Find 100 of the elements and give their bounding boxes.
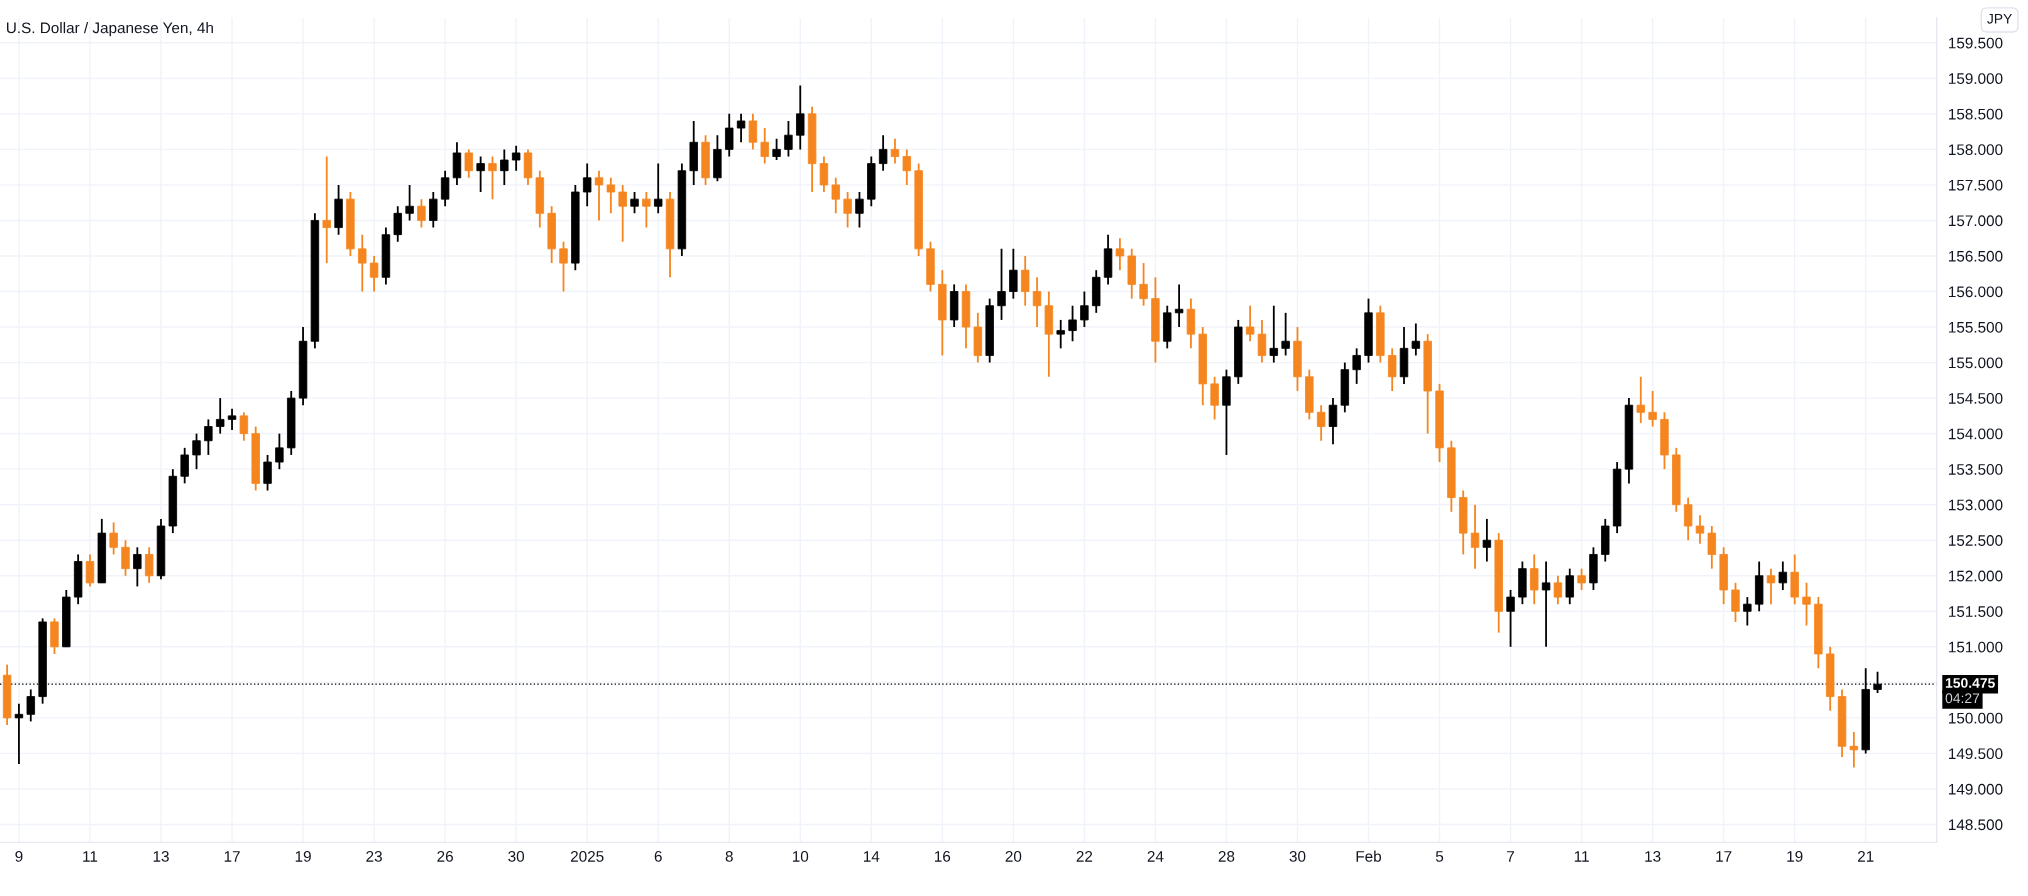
candlestick	[1032, 276, 1042, 328]
candlestick	[1080, 290, 1089, 328]
x-tick-label: 22	[1076, 850, 1093, 862]
y-axis-title: JPY	[1987, 13, 2013, 24]
candlestick	[369, 255, 379, 293]
candlestick	[204, 418, 213, 456]
candlestick	[1506, 589, 1515, 648]
candlestick	[1387, 347, 1397, 392]
x-tick-label: 19	[295, 850, 311, 862]
y-tick-label: 157.000	[1949, 215, 2003, 227]
candlestick	[1707, 525, 1717, 570]
candlestick	[1636, 375, 1645, 424]
x-tick-label: 9	[15, 850, 23, 862]
y-tick-label: 157.500	[1949, 179, 2003, 191]
candlestick	[630, 191, 639, 215]
candlestick	[393, 205, 402, 243]
candlestick	[843, 191, 852, 229]
candlestick	[239, 411, 249, 442]
y-tick-label: 155.000	[1949, 357, 2003, 369]
candlestick	[831, 176, 840, 215]
candlestick	[1695, 514, 1705, 545]
y-tick-label: 150.000	[1949, 712, 2003, 724]
candlestick	[1553, 574, 1563, 606]
x-tick-label: 26	[437, 850, 453, 862]
candlestick	[1257, 319, 1267, 364]
candlestick	[1565, 567, 1574, 606]
candlestick	[488, 155, 497, 201]
x-tick-label: 17	[224, 851, 240, 862]
candlestick	[14, 702, 24, 765]
x-tick-label: 30	[1289, 850, 1306, 862]
candlestick	[1056, 319, 1065, 350]
x-tick-label: Feb	[1356, 850, 1382, 862]
candlestick	[606, 176, 616, 215]
candlestick	[121, 539, 130, 577]
candlestick	[1352, 347, 1361, 385]
y-tick-label: 154.000	[1949, 428, 2003, 440]
y-tick-label: 156.000	[1949, 286, 2003, 298]
y-tick-label: 156.500	[1949, 250, 2003, 262]
y-tick-label: 152.000	[1949, 570, 2003, 582]
chart-title: U.S. Dollar / Japanese Yen, 4h	[6, 22, 213, 37]
y-tick-label: 149.500	[1949, 748, 2003, 760]
y-tick-label: 159.500	[1949, 37, 2003, 49]
candlestick	[1802, 581, 1811, 627]
candlestick	[1411, 322, 1421, 357]
candlestick	[1541, 560, 1551, 648]
y-tick-label: 148.500	[1949, 819, 2003, 831]
x-tick-label: 11	[83, 851, 98, 862]
candlestick	[1778, 560, 1788, 591]
candlestick	[1482, 518, 1492, 563]
candlestick	[1328, 397, 1338, 446]
candlestick	[85, 553, 95, 588]
candlestick	[1269, 304, 1279, 364]
candlestick	[429, 191, 438, 229]
x-tick-label: 24	[1147, 850, 1164, 862]
candlestick	[1020, 255, 1030, 307]
candlestick	[144, 546, 154, 584]
candlestick	[772, 137, 781, 161]
y-tick-label: 152.500	[1949, 535, 2003, 546]
candlestick	[725, 112, 734, 158]
x-tick-label: 23	[366, 850, 382, 862]
x-tick-label: 13	[153, 850, 169, 862]
x-tick-label: 5	[1435, 851, 1444, 862]
candlestick	[594, 169, 604, 222]
candlestick	[855, 191, 864, 229]
x-tick-label: 21	[1857, 850, 1874, 862]
x-tick-label: 6	[654, 850, 662, 862]
candlestick	[1210, 375, 1219, 421]
candlestick	[1743, 596, 1752, 627]
x-tick-label: 30	[508, 850, 525, 862]
y-tick-label: 151.500	[1949, 606, 2003, 617]
candlestick	[902, 148, 912, 186]
x-tick-label: 7	[1507, 851, 1515, 862]
x-tick-label: 11	[1574, 851, 1589, 862]
candlestick	[736, 112, 746, 144]
candlestick	[275, 432, 284, 471]
x-tick-label: 14	[863, 851, 880, 862]
candlestick	[1281, 311, 1290, 357]
y-tick-label: 153.000	[1949, 499, 2003, 511]
candlestick	[559, 240, 568, 293]
candlestick	[1530, 553, 1539, 606]
candlestick	[1873, 670, 1882, 694]
candlestick	[26, 688, 35, 723]
x-tick-label: 16	[934, 850, 951, 862]
y-tick-label: 153.500	[1949, 464, 2003, 475]
x-tick-label: 20	[1005, 850, 1022, 862]
candlestick	[1068, 304, 1077, 343]
candlestick	[1316, 404, 1326, 442]
candlestick	[464, 148, 473, 179]
candlestick	[1577, 567, 1586, 591]
candlestick	[358, 233, 367, 293]
candlestick	[511, 144, 521, 172]
candlestick	[997, 247, 1006, 321]
x-tick-label: 28	[1218, 850, 1235, 862]
candlestick	[582, 162, 592, 208]
candlestick	[215, 397, 225, 435]
candlestick	[192, 432, 201, 471]
candlestick	[322, 155, 331, 264]
candlestick	[1648, 390, 1657, 428]
candlestick	[1683, 496, 1693, 542]
candlestick	[819, 155, 829, 193]
